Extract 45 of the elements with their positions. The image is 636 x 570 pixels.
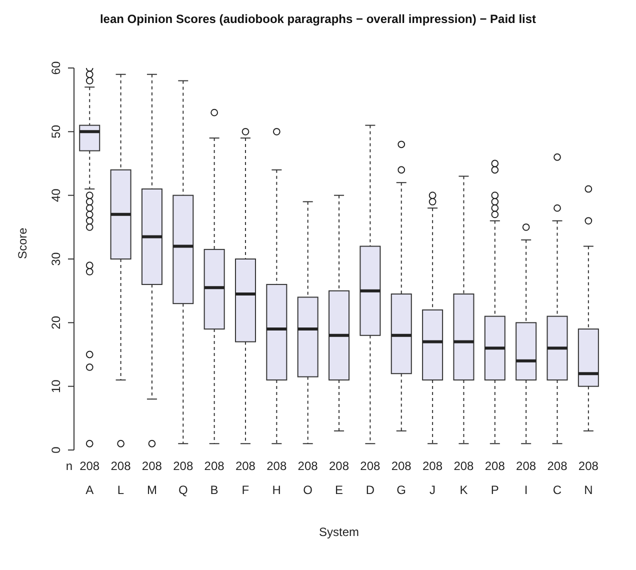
x-tick-label: C (552, 483, 562, 497)
x-tick-label: D (366, 483, 375, 497)
x-tick-label: B (210, 483, 218, 497)
text: 208 (142, 459, 162, 473)
x-tick-label: M (146, 483, 157, 497)
x-tick-label: F (242, 483, 250, 497)
x-tick-label: E (334, 483, 344, 497)
y-tick-label: 0 (49, 446, 63, 454)
text: 208 (484, 459, 506, 473)
x-tick-label: A (86, 483, 94, 497)
text: 208 (173, 459, 194, 473)
x-tick-label: H (272, 483, 281, 497)
text: 208 (110, 459, 132, 473)
x-tick-label: I (524, 483, 528, 497)
x-tick-label: N (584, 483, 593, 497)
text: 208 (328, 459, 350, 473)
y-tick-label: 10 (49, 379, 63, 394)
text: 208 (80, 459, 100, 473)
chart-title: lean Opinion Scores (audiobook paragraphs − overall impression) − Paid list (98, 11, 538, 28)
x-tick-label: Q (178, 483, 188, 497)
x-tick-label: K (460, 483, 468, 497)
text: 208 (547, 459, 568, 473)
y-tick-label: 60 (49, 61, 63, 75)
y-tick-label: 40 (49, 188, 63, 202)
x-axis-title: System (318, 525, 360, 539)
y-axis-title: Score (15, 227, 30, 259)
x-tick-label: L (117, 483, 124, 497)
text: 208 (235, 459, 256, 473)
y-tick-label: 30 (49, 252, 63, 266)
y-tick-label: 20 (49, 316, 63, 330)
text: 208 (298, 459, 318, 473)
x-tick-label: P (490, 483, 499, 497)
text: 208 (516, 459, 536, 473)
x-tick-label: O (303, 483, 312, 497)
text: 208 (266, 459, 287, 473)
text: 208 (422, 459, 443, 473)
y-tick-label: 50 (49, 124, 63, 138)
text: 208 (578, 459, 599, 473)
text: 208 (204, 459, 225, 473)
text: 208 (454, 459, 474, 473)
x-tick-label: G (396, 483, 406, 497)
text: n (66, 459, 73, 473)
text: 208 (360, 459, 381, 473)
text: 208 (391, 459, 412, 473)
x-tick-label: J (430, 483, 436, 497)
